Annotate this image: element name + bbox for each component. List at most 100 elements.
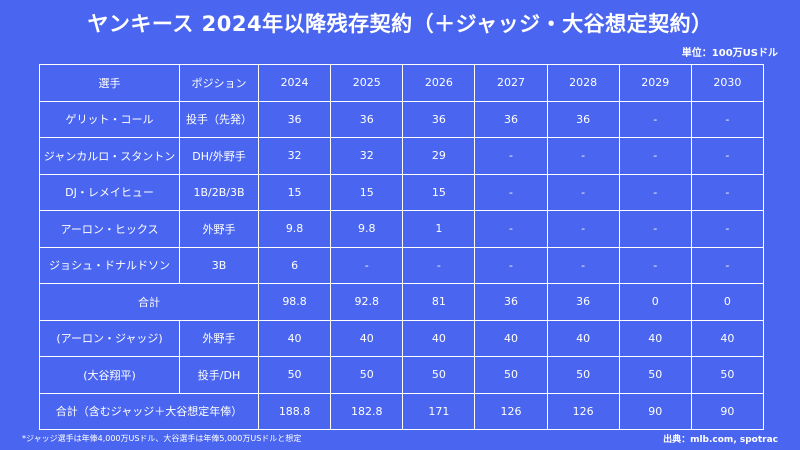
table-row: ジャンカルロ・スタントン DH/外野手 32 32 29 - - - - (39, 137, 765, 175)
subtotal-cell: 36 (474, 283, 548, 321)
salary-cell: - (546, 173, 620, 211)
header-player: 選手 (39, 64, 180, 102)
salary-cell: 36 (546, 100, 620, 138)
contracts-table: 選手 ポジション 2024 2025 2026 2027 2028 2029 2… (39, 64, 765, 430)
salary-cell: - (474, 137, 548, 175)
salary-cell: 36 (402, 100, 476, 138)
header-year: 2026 (402, 64, 476, 102)
subtotal-cell: 92.8 (330, 283, 404, 321)
salary-cell: 40 (474, 319, 548, 357)
salary-cell: - (618, 246, 692, 284)
grand-total-label: 合計（含むジャッジ＋大谷想定年俸） (39, 392, 259, 430)
salary-cell: - (690, 137, 765, 175)
subtotal-cell: 98.8 (257, 283, 332, 321)
grand-total-cell: 90 (690, 392, 765, 430)
salary-cell: - (546, 246, 620, 284)
footnote: *ジャッジ選手は年俸4,000万USドル、大谷選手は年俸5,000万USドルと想… (22, 434, 302, 443)
subtotal-label: 合計 (39, 283, 259, 321)
player-position: 1B/2B/3B (179, 173, 259, 211)
salary-cell: 9.8 (257, 210, 332, 248)
salary-cell: 50 (474, 356, 548, 394)
player-name: (アーロン・ジャッジ) (39, 319, 180, 357)
salary-cell: - (618, 210, 692, 248)
salary-cell: - (474, 210, 548, 248)
salary-cell: - (474, 173, 548, 211)
salary-cell: 36 (330, 100, 404, 138)
salary-cell: 50 (330, 356, 404, 394)
salary-cell: - (690, 246, 765, 284)
grand-total-cell: 182.8 (330, 392, 404, 430)
salary-cell: 50 (690, 356, 765, 394)
table-row: (大谷翔平) 投手/DH 50 50 50 50 50 50 50 (39, 356, 765, 394)
grand-total-cell: 126 (474, 392, 548, 430)
table-row: ゲリット・コール 投手（先発） 36 36 36 36 36 - - (39, 100, 765, 138)
salary-cell: 9.8 (330, 210, 404, 248)
header-position: ポジション (179, 64, 259, 102)
salary-cell: - (402, 246, 476, 284)
salary-cell: 40 (618, 319, 692, 357)
player-position: 外野手 (179, 210, 259, 248)
table-row: (アーロン・ジャッジ) 外野手 40 40 40 40 40 40 40 (39, 319, 765, 357)
salary-cell: 15 (257, 173, 332, 211)
salary-cell: - (690, 210, 765, 248)
player-name: ジャンカルロ・スタントン (39, 137, 180, 175)
salary-cell: 40 (402, 319, 476, 357)
salary-cell: - (330, 246, 404, 284)
header-year: 2030 (690, 64, 765, 102)
table-row: ジョシュ・ドナルドソン 3B 6 - - - - - - (39, 246, 765, 284)
grand-total-cell: 90 (618, 392, 692, 430)
header-year: 2029 (618, 64, 692, 102)
player-position: DH/外野手 (179, 137, 259, 175)
page-title: ヤンキース 2024年以降残存契約（＋ジャッジ・大谷想定契約） (87, 12, 713, 36)
table-row: DJ・レメイヒュー 1B/2B/3B 15 15 15 - - - - (39, 173, 765, 211)
salary-cell: - (546, 210, 620, 248)
grand-total-cell: 126 (546, 392, 620, 430)
player-name: アーロン・ヒックス (39, 210, 180, 248)
table-row: アーロン・ヒックス 外野手 9.8 9.8 1 - - - - (39, 210, 765, 248)
salary-cell: 15 (402, 173, 476, 211)
salary-cell: - (546, 137, 620, 175)
grand-total-cell: 188.8 (257, 392, 332, 430)
player-position: 投手/DH (179, 356, 259, 394)
salary-cell: 40 (690, 319, 765, 357)
player-name: ジョシュ・ドナルドソン (39, 246, 180, 284)
subtotal-row: 合計 98.8 92.8 81 36 36 0 0 (39, 283, 765, 321)
salary-cell: - (618, 173, 692, 211)
salary-cell: - (618, 137, 692, 175)
player-name: ゲリット・コール (39, 100, 180, 138)
subtotal-cell: 0 (618, 283, 692, 321)
salary-cell: 40 (330, 319, 404, 357)
unit-note: 単位：100万USドル (681, 48, 778, 59)
salary-cell: 36 (257, 100, 332, 138)
salary-cell: 50 (402, 356, 476, 394)
header-year: 2027 (474, 64, 548, 102)
player-position: 外野手 (179, 319, 259, 357)
subtotal-cell: 36 (546, 283, 620, 321)
salary-cell: 50 (257, 356, 332, 394)
salary-cell: 40 (546, 319, 620, 357)
salary-cell: 50 (546, 356, 620, 394)
salary-cell: 32 (330, 137, 404, 175)
salary-cell: 50 (618, 356, 692, 394)
table-header-row: 選手 ポジション 2024 2025 2026 2027 2028 2029 2… (39, 64, 765, 102)
player-name: (大谷翔平) (39, 356, 180, 394)
header-year: 2028 (546, 64, 620, 102)
header-year: 2025 (330, 64, 404, 102)
subtotal-cell: 81 (402, 283, 476, 321)
subtotal-cell: 0 (690, 283, 765, 321)
grand-total-cell: 171 (402, 392, 476, 430)
salary-cell: - (474, 246, 548, 284)
salary-cell: - (690, 173, 765, 211)
salary-cell: 6 (257, 246, 332, 284)
salary-cell: 29 (402, 137, 476, 175)
salary-cell: 15 (330, 173, 404, 211)
header-year: 2024 (257, 64, 332, 102)
salary-cell: 32 (257, 137, 332, 175)
salary-cell: 36 (474, 100, 548, 138)
salary-cell: 1 (402, 210, 476, 248)
player-position: 3B (179, 246, 259, 284)
salary-cell: - (618, 100, 692, 138)
source-credit: 出典：mlb.com, spotrac (663, 435, 778, 445)
player-name: DJ・レメイヒュー (39, 173, 180, 211)
salary-cell: - (690, 100, 765, 138)
